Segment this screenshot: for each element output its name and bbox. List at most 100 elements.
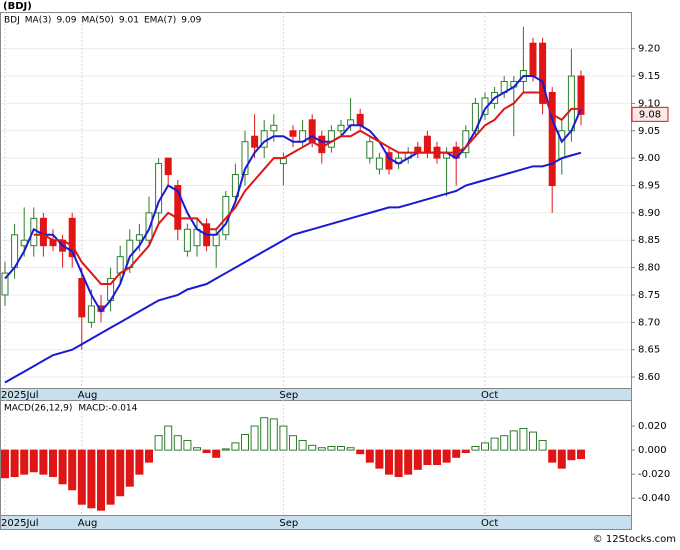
macd-bar	[404, 449, 413, 475]
macd-panel	[0, 400, 632, 516]
y-tick-label: 9.15	[638, 71, 660, 82]
candle-body	[251, 135, 259, 148]
macd-bar	[365, 449, 374, 463]
y-tick-label: 9.00	[638, 153, 660, 164]
macd-bar	[375, 449, 384, 469]
legend-text: MACD(26,12,9)	[4, 404, 72, 414]
macd-bar	[481, 442, 489, 451]
macd-bar	[10, 449, 19, 478]
candle-body	[155, 163, 163, 214]
candle-body	[366, 141, 374, 159]
candle-body	[135, 234, 143, 241]
macd-bar	[250, 425, 259, 451]
macd-bar	[202, 449, 211, 454]
candle-body	[423, 135, 431, 154]
x-tick-label: Oct	[481, 390, 498, 401]
macd-bar	[519, 427, 528, 451]
price-panel	[0, 12, 632, 389]
macd-bar	[97, 449, 105, 511]
macd-bar	[442, 449, 451, 463]
candle-body	[289, 130, 297, 137]
macd-bar	[317, 447, 326, 451]
macd-bar	[452, 449, 461, 458]
candle-body	[193, 228, 201, 247]
macd-bar	[221, 448, 230, 451]
macd-bar	[183, 439, 192, 451]
candle-body	[174, 184, 182, 230]
macd-bar	[164, 425, 173, 451]
macd-bar	[500, 435, 509, 451]
candle-body	[78, 278, 86, 318]
macd-bar	[490, 437, 499, 451]
candle-body	[39, 217, 47, 247]
macd-bar	[77, 449, 86, 505]
macd-bar	[529, 431, 537, 451]
macd-bar	[509, 430, 518, 451]
macd-bar	[548, 449, 557, 463]
legend-text: BDJ	[4, 16, 20, 26]
y-tick-label: 8.85	[638, 235, 660, 246]
macd-bar	[193, 447, 201, 451]
y-tick-label: 9.10	[638, 98, 660, 109]
chart-title: (BDJ)	[3, 1, 32, 12]
ma-line	[4, 75, 582, 314]
y-tick-label: 8.70	[638, 317, 660, 328]
macd-bar	[337, 446, 345, 451]
candle-body	[577, 75, 585, 115]
candle-body	[375, 157, 383, 170]
macd-bar	[231, 442, 240, 451]
legend-text: MACD:-0.014	[78, 404, 137, 414]
candle-body	[327, 130, 335, 148]
macd-bar	[49, 449, 57, 478]
y-tick-label: 8.60	[638, 372, 660, 383]
macd-bar	[413, 449, 422, 470]
macd-bar	[577, 449, 585, 460]
macd-bar	[241, 433, 249, 451]
macd-bar	[173, 435, 182, 451]
macd-bar	[356, 449, 365, 455]
macd-bar	[1, 449, 9, 479]
candle-body	[183, 228, 191, 252]
macd-bar	[87, 449, 96, 509]
y-tick-label: 8.75	[638, 290, 660, 301]
price-box	[631, 106, 669, 122]
y-tick-label: 9.05	[638, 126, 660, 137]
macd-bar	[567, 449, 576, 461]
macd-bar	[212, 449, 221, 458]
legend-text: EMA(7)	[144, 16, 176, 26]
macd-bar	[68, 449, 77, 491]
macd-bar	[298, 439, 307, 451]
macd-bar	[433, 449, 441, 466]
candle-body	[87, 305, 95, 323]
candle-body	[116, 256, 124, 274]
macd-bar	[346, 447, 355, 451]
candle-body	[356, 113, 364, 126]
legend-text: 9.09	[181, 16, 201, 26]
x-tick-label: Aug	[78, 390, 98, 401]
macd-bar	[557, 449, 566, 469]
y-tick-label: 0.000	[638, 445, 667, 456]
macd-bar	[154, 435, 163, 451]
y-tick-label: 8.65	[638, 345, 660, 356]
macd-bar	[461, 449, 470, 454]
candle-body	[567, 75, 575, 132]
x-tick-label: Aug	[78, 518, 98, 529]
candle-body	[164, 157, 172, 176]
x-tick-label: Sep	[279, 518, 298, 529]
macd-bar	[58, 449, 67, 485]
macd-bar	[125, 449, 134, 487]
macd-bar	[135, 449, 144, 475]
legend-text: MA(50)	[81, 16, 113, 26]
macd-bar	[260, 417, 269, 451]
macd-bar	[538, 439, 547, 451]
y-tick-label: 9.20	[638, 44, 660, 55]
price-label: 9.08	[639, 109, 661, 120]
macd-bar	[279, 425, 288, 451]
macd-bar	[145, 449, 153, 463]
x-tick-label: 2025Jul	[1, 518, 39, 529]
candle-body	[318, 135, 326, 154]
y-tick-label: -0.020	[638, 469, 670, 480]
candle-body	[337, 124, 345, 132]
macd-bar	[327, 446, 336, 451]
